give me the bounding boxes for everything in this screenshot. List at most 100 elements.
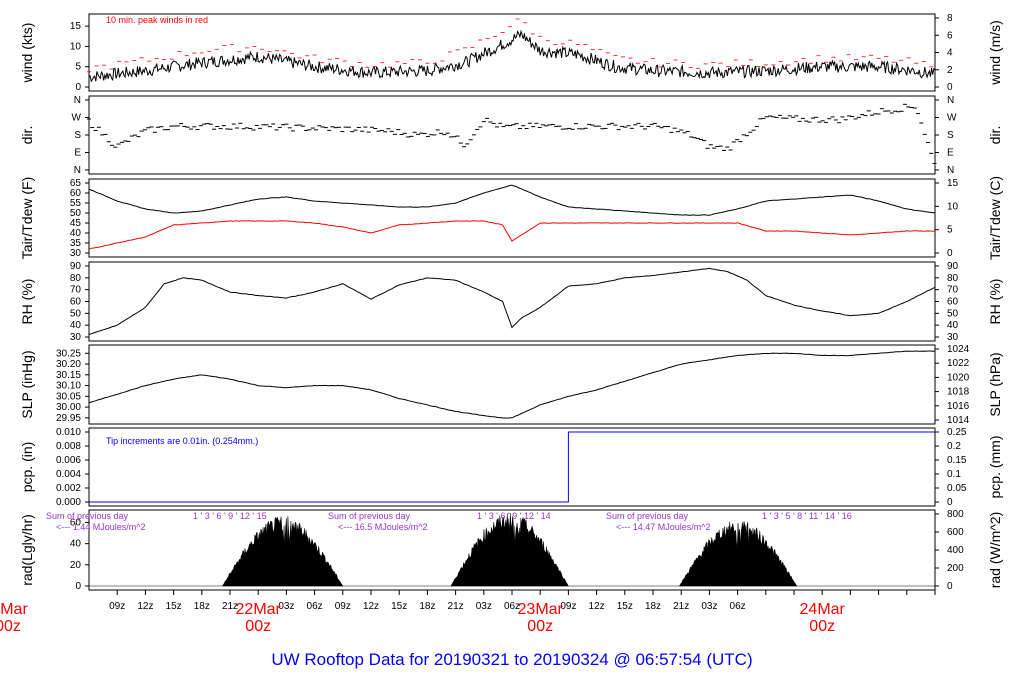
panel-1: dir. dir.N NE ES SW WN N [19, 95, 1003, 176]
y-tick-label: 40 [70, 539, 82, 550]
y-tick-label: 20 [70, 560, 82, 571]
x-tick-label: 09z [109, 601, 125, 612]
y-tick-label: 0 [75, 82, 81, 93]
x-tick-label: 15z [617, 601, 633, 612]
series-precip [89, 431, 935, 503]
hour-marks: 1 ' 3 ' 5 ' 8 ' 11 ' 14 ' 16 [762, 511, 852, 521]
y-tick-label-right: 1020 [947, 372, 970, 383]
y-axis-label: Tair/Tdew (F) [19, 177, 35, 259]
x-axis: 09z 12z 15z 18z 21z 03z 06z 09z 12z 15z 18z 21z 03z 0… [0, 589, 936, 635]
y-tick-label-right: 60 [947, 297, 959, 308]
x-tick-label: 15z [391, 601, 407, 612]
x-tick-label: 21z [673, 601, 689, 612]
panel-frame [88, 178, 936, 258]
hour-marks: 1 ' 3 ' 6 ' 9 ' 12 ' 15 [193, 511, 267, 521]
y-tick-label: N [74, 165, 81, 176]
panel-frame [88, 344, 936, 425]
y-tick-label: 40 [70, 320, 82, 331]
y-tick-label-right: 400 [947, 545, 964, 556]
y-tick-label-right: N [947, 165, 954, 176]
y-axis-label: RH (%) [19, 279, 35, 325]
x-tick-label: 21z [448, 601, 464, 612]
x-tick-label: 12z [363, 601, 379, 612]
y-tick-label: N [74, 95, 81, 106]
y-tick-label: 0.008 [56, 441, 81, 452]
y-tick-label: 30 [70, 248, 82, 259]
radiation-sum-label: Sum of previous day [606, 511, 689, 521]
y-tick-label: 90 [70, 261, 82, 272]
x-tick-label: 03z [476, 601, 492, 612]
y-tick-label-right: 5 [947, 225, 953, 236]
panel-4: SLP (inHg) SLP (hPa)29.9530.0030.0530.103… [19, 344, 1003, 426]
y-axis-label: dir. [19, 126, 35, 145]
y-tick-label-right: 1016 [947, 401, 970, 412]
y-tick-label: 30.10 [56, 381, 81, 392]
y-axis-label-right: rad (W/m^2) [987, 512, 1003, 589]
precip-note: Tip increments are 0.01in. (0.254mm.) [106, 436, 258, 446]
day-label-date: 24Mar [800, 601, 846, 618]
chart-panels: wind (kts) wind (m/s) 0 5 10 15 0 2 4 6 8 10 min. p… [19, 13, 1003, 592]
y-tick-label-right: 15 [947, 178, 959, 189]
panel-6: rad(Lgly/hr) rad (W/m^2)02040600200400600… [19, 509, 1003, 592]
y-tick-label: 10 [70, 41, 82, 52]
radiation-sum-label: Sum of previous day [328, 511, 411, 521]
y-axis-label: wind (kts) [19, 23, 35, 84]
series-rh [88, 267, 936, 335]
day-label-time: 00z [0, 618, 21, 635]
y-tick-label: 60 [70, 297, 82, 308]
y-tick-label: 0.004 [56, 469, 81, 480]
y-tick-label-right: W [947, 113, 957, 124]
y-tick-label: 29.95 [56, 413, 81, 424]
y-tick-label-right: 70 [947, 285, 959, 296]
y-tick-label: 30.00 [56, 402, 81, 413]
day-label-date: Mar [0, 601, 28, 618]
x-tick-label: 09z [335, 601, 351, 612]
x-tick-label: 06z [504, 601, 520, 612]
y-tick-label-right: 0 [947, 248, 953, 259]
y-tick-label: S [74, 130, 81, 141]
y-tick-label-right: N [947, 95, 954, 106]
y-tick-label: 0.006 [56, 455, 81, 466]
y-tick-label-right: 600 [947, 527, 964, 538]
y-tick-label: 30.25 [56, 348, 81, 359]
x-tick-label: 06z [307, 601, 323, 612]
radiation-day-0 [222, 516, 344, 587]
radiation-sum-value: <--- 1.44 MJoules/m^2 [56, 522, 146, 532]
x-tick-label: 03z [278, 601, 294, 612]
y-tick-label-right: 0 [947, 82, 953, 93]
y-tick-label: 0.000 [56, 497, 81, 508]
series-tair [88, 184, 936, 216]
y-tick-label-right: 10 [947, 201, 959, 212]
y-tick-label-right: 0 [947, 581, 953, 592]
day-label-date: 23Mar [518, 601, 564, 618]
y-tick-label: 0 [75, 581, 81, 592]
y-axis-label-right: dir. [987, 126, 1003, 145]
y-tick-label: E [74, 148, 81, 159]
x-tick-label: 21z [222, 601, 238, 612]
y-tick-label-right: 800 [947, 509, 964, 520]
y-axis-label: SLP (inHg) [19, 350, 35, 418]
y-tick-label: 65 [70, 178, 82, 189]
y-tick-label: 50 [70, 308, 82, 319]
day-label-time: 00z [527, 618, 553, 635]
y-tick-label: 35 [70, 238, 82, 249]
x-tick-label: 12z [589, 601, 605, 612]
y-tick-label: 5 [75, 62, 81, 73]
x-tick-label: 06z [730, 601, 746, 612]
radiation-sum-label: Sum of previous day [46, 511, 129, 521]
y-axis-label: pcp. (in) [19, 442, 35, 493]
y-axis-label-right: pcp. (mm) [987, 436, 1003, 499]
y-tick-label: 40 [70, 228, 82, 239]
y-tick-label: 70 [70, 285, 82, 296]
y-tick-label-right: 80 [947, 273, 959, 284]
series-tdew [88, 220, 936, 250]
y-tick-label: 45 [70, 218, 82, 229]
hour-marks: 1 ' 3 ' 6 ' 9 ' 12 ' 14 [477, 511, 551, 521]
y-tick-label: 15 [70, 21, 82, 32]
y-tick-label-right: 0.15 [947, 455, 967, 466]
y-tick-label: 0.010 [56, 427, 81, 438]
y-axis-label-right: wind (m/s) [987, 20, 1003, 86]
y-tick-label-right: 1014 [947, 415, 970, 426]
y-tick-label: 30.20 [56, 359, 81, 370]
